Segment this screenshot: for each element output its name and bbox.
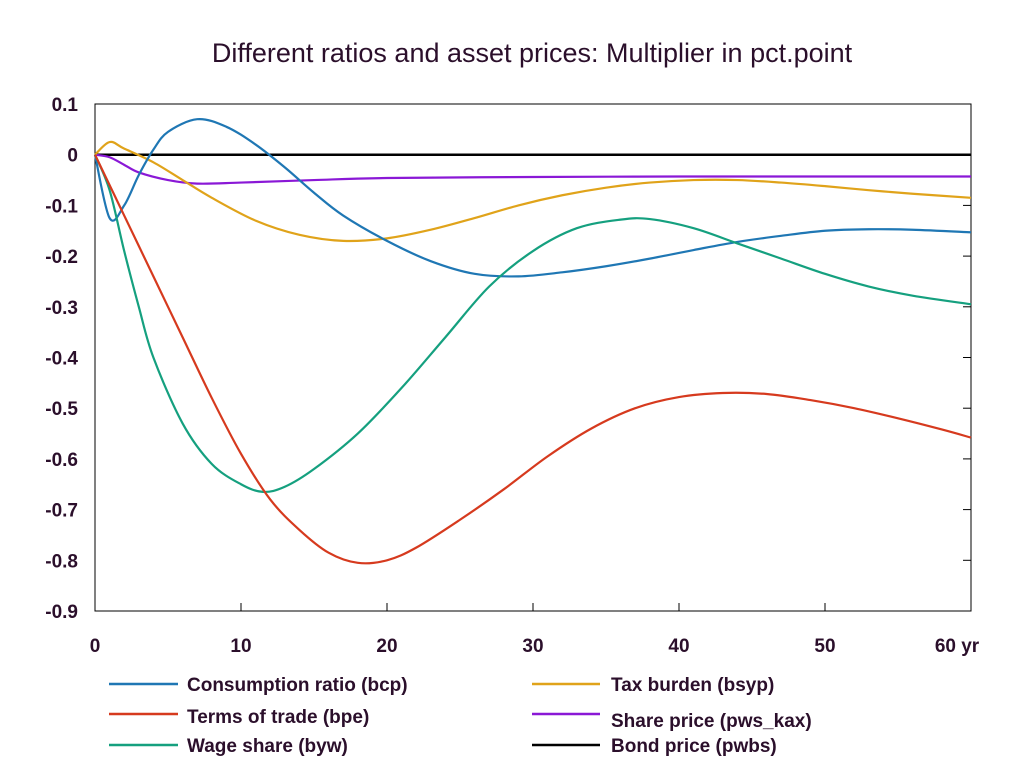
x-tick-label: 30 xyxy=(522,636,543,657)
plot-area xyxy=(94,103,972,612)
x-tick-label: 60 yr xyxy=(935,636,980,657)
y-tick-label: -0.4 xyxy=(45,349,78,370)
series-lines xyxy=(93,118,972,565)
x-tick-label: 10 xyxy=(230,636,251,657)
series-line-consumption-ratio xyxy=(93,118,972,278)
y-tick-label: -0.9 xyxy=(45,602,78,623)
legend-label: Bond price (pwbs) xyxy=(611,736,777,757)
y-tick-label: -0.6 xyxy=(45,450,78,471)
legend-label: Consumption ratio (bcp) xyxy=(187,675,408,696)
series-line-terms-of-trade xyxy=(94,154,972,565)
x-tick-label: 40 xyxy=(668,636,689,657)
y-tick-label: -0.5 xyxy=(45,399,78,420)
series-line-tax-burden xyxy=(94,140,972,243)
y-tick-label: -0.1 xyxy=(45,196,78,217)
x-tick-label: 50 xyxy=(814,636,835,657)
series-line-wage-share xyxy=(93,154,972,494)
y-tick-label: -0.3 xyxy=(45,298,78,319)
x-tick-label: 0 xyxy=(90,636,101,657)
chart-title: Different ratios and asset prices: Multi… xyxy=(212,38,853,68)
legend-label: Wage share (byw) xyxy=(187,736,348,757)
x-tick-label: 20 xyxy=(376,636,397,657)
y-tick-label: -0.7 xyxy=(45,501,78,522)
y-tick-label: 0 xyxy=(67,146,78,167)
y-tick-label: -0.8 xyxy=(45,551,78,572)
legend-label: Tax burden (bsyp) xyxy=(611,675,774,696)
y-tick-label: 0.1 xyxy=(52,95,79,116)
legend-label: Terms of trade (bpe) xyxy=(187,707,369,728)
axis-ticks: 0.1 0 -0.1 -0.2 -0.3 -0.4 -0.5 -0.6 -0.7 -0.8 -0.9… xyxy=(45,95,980,657)
y-tick-label: -0.2 xyxy=(45,247,78,268)
series-line-share-price xyxy=(94,153,971,185)
legend: Consumption ratio (bcp) Terms of trade (b… xyxy=(109,675,812,757)
legend-label: Share price (pws_kax) xyxy=(611,711,812,732)
